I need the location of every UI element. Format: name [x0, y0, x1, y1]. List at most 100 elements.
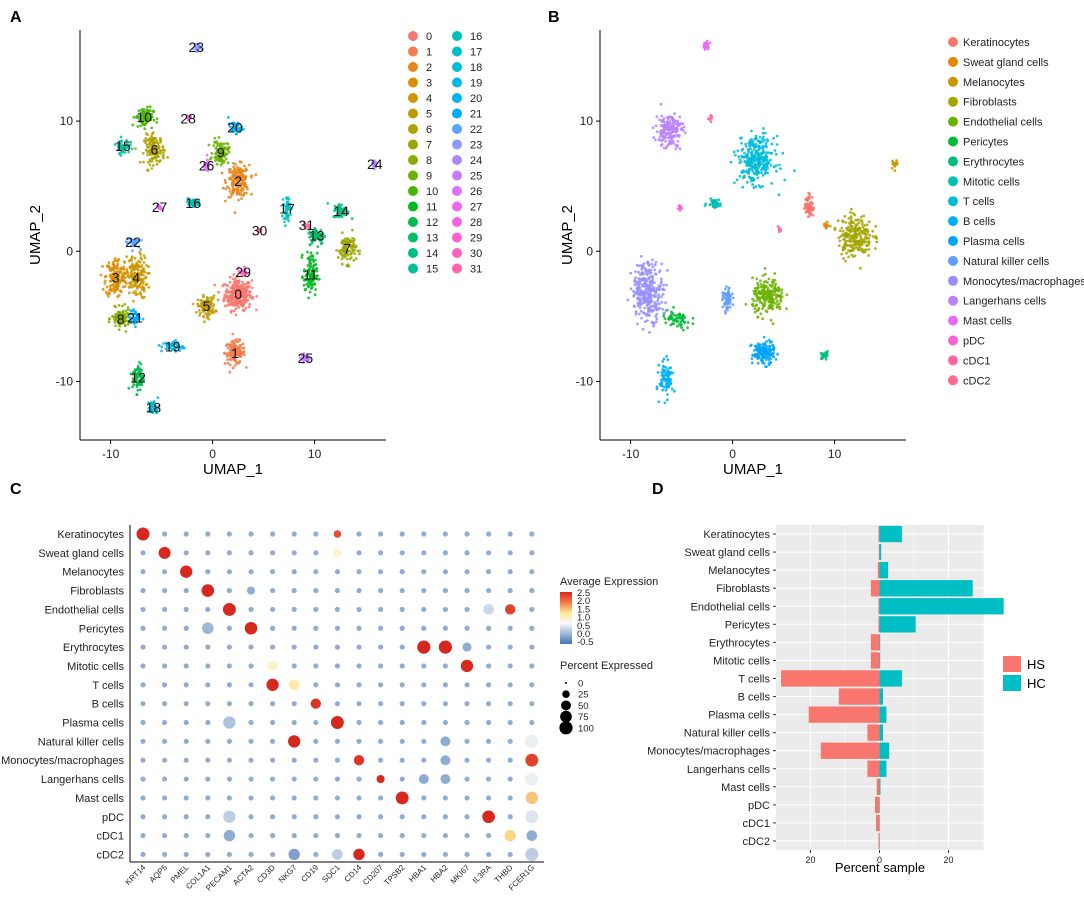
dotplot-dot: [399, 851, 405, 858]
umap-point: [846, 226, 849, 230]
umap-point: [141, 285, 144, 288]
umap-point: [668, 317, 671, 321]
umap-point: [99, 273, 103, 277]
dotplot-dot: [291, 757, 297, 763]
umap-point: [772, 355, 776, 359]
umap-point: [751, 276, 754, 280]
umap-point: [740, 170, 744, 174]
dotplot-dot: [525, 810, 539, 824]
umap-point: [837, 244, 841, 248]
umap-point: [120, 304, 124, 308]
dotplot-dot: [486, 550, 492, 556]
dotplot-dot: [464, 625, 470, 631]
dotplot-dot: [183, 814, 189, 820]
umap-point: [844, 259, 847, 263]
umap-point: [339, 252, 342, 256]
umap-point: [777, 193, 781, 197]
umap-point: [677, 313, 681, 317]
dotplot-dot: [183, 738, 189, 744]
umap-point: [150, 144, 154, 147]
barplot-category-label: Monocytes/macrophages: [647, 746, 770, 758]
umap-point: [655, 317, 659, 321]
umap-point: [138, 283, 141, 287]
umap-point: [201, 310, 205, 313]
umap-point: [681, 328, 685, 332]
dotplot-dot: [226, 701, 232, 707]
dotplot-dot: [399, 569, 405, 575]
umap-point: [810, 195, 814, 199]
umap-point: [113, 278, 116, 282]
legend-label: Natural killer cells: [963, 256, 1050, 268]
umap-point: [326, 202, 330, 205]
umap-point: [716, 202, 720, 205]
umap-point: [729, 298, 732, 302]
size-legend-label: 50: [578, 701, 589, 712]
dotplot-dot: [162, 701, 168, 707]
umap-point: [769, 164, 773, 167]
umap-point: [120, 277, 124, 280]
dotplot-dot: [529, 701, 535, 707]
umap-point: [757, 354, 761, 358]
umap-point: [702, 45, 706, 49]
umap-point: [852, 221, 855, 225]
dotplot-dot: [226, 663, 232, 669]
umap-point: [749, 156, 752, 160]
umap-point: [123, 323, 127, 327]
umap-point: [682, 125, 686, 129]
cluster-label: 3: [112, 269, 120, 285]
umap-point: [778, 163, 781, 167]
umap-point: [653, 272, 657, 276]
dotplot-dot: [205, 682, 211, 688]
umap-point: [230, 192, 233, 196]
legend-swatch: [1003, 656, 1021, 672]
dotplot-dot: [226, 757, 232, 763]
umap-point: [229, 195, 233, 199]
umap-point: [226, 185, 229, 189]
umap-point: [232, 273, 236, 276]
umap-point: [670, 387, 674, 391]
umap-point: [347, 265, 351, 268]
umap-point: [845, 251, 848, 255]
dotplot-dot: [486, 757, 492, 763]
dotplot-dot: [313, 757, 319, 763]
umap-point: [228, 146, 231, 149]
umap-point: [220, 162, 224, 165]
umap-point: [680, 127, 683, 131]
umap-point: [148, 163, 152, 167]
umap-point: [843, 215, 847, 218]
umap-point: [302, 283, 306, 287]
x-tick-label: 20: [944, 855, 954, 865]
legend-label: 11: [426, 202, 437, 214]
umap-point: [657, 363, 661, 367]
legend-swatch: [452, 77, 462, 88]
legend-label: Pericytes: [963, 137, 1009, 149]
umap-point: [724, 311, 727, 315]
umap-point: [661, 307, 665, 311]
cluster-label: 11: [303, 267, 318, 283]
umap-point: [665, 355, 669, 358]
umap-point: [780, 288, 784, 292]
dotplot-gene-label: KRT14: [124, 863, 148, 887]
cluster-label: 1: [231, 345, 239, 361]
dotplot-dot: [248, 682, 254, 688]
dotplot-dot: [140, 569, 146, 575]
umap-point: [638, 281, 642, 285]
umap-point: [150, 167, 154, 170]
cluster-label: 9: [217, 144, 225, 160]
dotplot-dot: [270, 738, 276, 744]
umap-point: [220, 171, 224, 175]
umap-point: [122, 285, 125, 289]
umap-point: [207, 143, 211, 147]
dotplot-dot: [421, 757, 427, 763]
size-legend-dot: [560, 710, 572, 723]
umap-point: [649, 310, 652, 313]
legend-swatch: [948, 136, 958, 147]
umap-point: [160, 349, 164, 353]
umap-point: [736, 149, 740, 153]
umap-point: [108, 292, 111, 296]
umap-point: [768, 283, 772, 287]
dotplot-dot: [378, 757, 384, 763]
umap-point: [236, 353, 240, 357]
dotplot-dot: [291, 531, 297, 537]
legend-swatch: [948, 255, 958, 266]
